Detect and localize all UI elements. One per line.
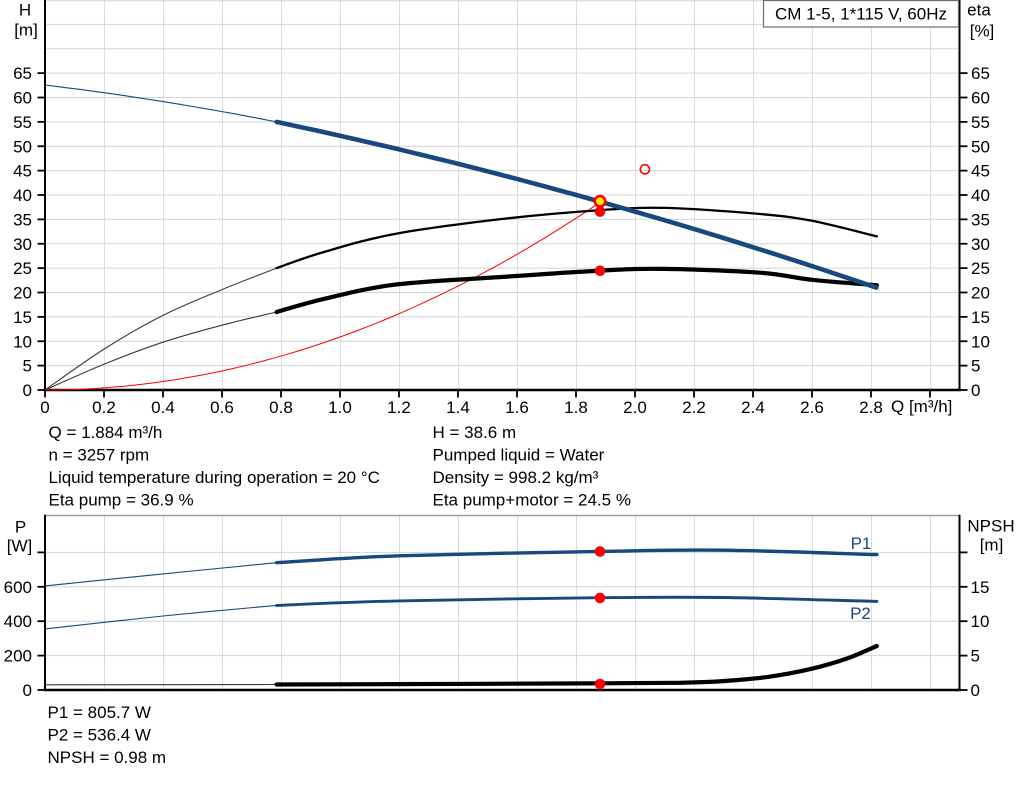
svg-text:30: 30 xyxy=(971,235,990,254)
svg-text:P1 = 805.7 W: P1 = 805.7 W xyxy=(48,703,151,722)
svg-text:2.0: 2.0 xyxy=(623,398,647,417)
svg-text:0: 0 xyxy=(971,381,980,400)
svg-text:45: 45 xyxy=(971,162,990,181)
svg-text:[m]: [m] xyxy=(14,21,38,40)
svg-text:CM 1-5, 1*115 V, 60Hz: CM 1-5, 1*115 V, 60Hz xyxy=(775,5,947,24)
svg-text:1.2: 1.2 xyxy=(387,398,411,417)
svg-text:NPSH: NPSH xyxy=(967,517,1014,536)
svg-text:Q = 1.884 m³/h: Q = 1.884 m³/h xyxy=(49,423,163,442)
svg-text:0.4: 0.4 xyxy=(151,398,175,417)
svg-text:5: 5 xyxy=(971,647,980,666)
svg-text:[%]: [%] xyxy=(970,22,995,41)
svg-text:40: 40 xyxy=(971,186,990,205)
svg-text:2.2: 2.2 xyxy=(682,398,706,417)
svg-text:60: 60 xyxy=(13,89,32,108)
svg-text:600: 600 xyxy=(4,578,32,597)
svg-text:eta: eta xyxy=(967,1,991,20)
svg-text:0: 0 xyxy=(23,381,32,400)
svg-text:15: 15 xyxy=(971,578,990,597)
svg-text:Liquid temperature during oper: Liquid temperature during operation = 20… xyxy=(49,468,380,487)
svg-text:10: 10 xyxy=(13,332,32,351)
svg-text:10: 10 xyxy=(971,612,990,631)
svg-text:[m]: [m] xyxy=(980,536,1004,555)
svg-text:0: 0 xyxy=(971,681,980,700)
svg-text:2.8: 2.8 xyxy=(859,398,883,417)
svg-text:0: 0 xyxy=(23,681,32,700)
svg-text:[W]: [W] xyxy=(7,537,33,556)
svg-text:Eta pump = 36.9 %: Eta pump = 36.9 % xyxy=(49,491,194,510)
svg-text:200: 200 xyxy=(4,647,32,666)
svg-text:0.2: 0.2 xyxy=(92,398,116,417)
svg-text:Density = 998.2 kg/m³: Density = 998.2 kg/m³ xyxy=(433,468,599,487)
svg-text:10: 10 xyxy=(971,332,990,351)
svg-text:65: 65 xyxy=(13,64,32,83)
svg-text:H: H xyxy=(19,1,31,20)
svg-text:1.0: 1.0 xyxy=(328,398,352,417)
svg-text:40: 40 xyxy=(13,186,32,205)
svg-text:H = 38.6 m: H = 38.6 m xyxy=(433,423,517,442)
svg-text:P1: P1 xyxy=(851,534,872,553)
svg-text:2.6: 2.6 xyxy=(800,398,824,417)
svg-text:25: 25 xyxy=(13,259,32,278)
svg-text:400: 400 xyxy=(4,612,32,631)
svg-text:0.6: 0.6 xyxy=(210,398,234,417)
svg-text:NPSH = 0.98 m: NPSH = 0.98 m xyxy=(48,748,167,767)
svg-text:20: 20 xyxy=(971,284,990,303)
svg-text:0.8: 0.8 xyxy=(269,398,293,417)
svg-text:0: 0 xyxy=(40,398,49,417)
svg-text:Q [m³/h]: Q [m³/h] xyxy=(891,397,952,416)
svg-text:30: 30 xyxy=(13,235,32,254)
svg-text:P2 = 536.4 W: P2 = 536.4 W xyxy=(48,726,151,745)
svg-text:1.4: 1.4 xyxy=(446,398,470,417)
svg-text:Pumped liquid = Water: Pumped liquid = Water xyxy=(433,446,605,465)
svg-text:35: 35 xyxy=(13,210,32,229)
svg-text:45: 45 xyxy=(13,162,32,181)
svg-text:65: 65 xyxy=(971,64,990,83)
svg-text:1.6: 1.6 xyxy=(505,398,529,417)
svg-text:2.4: 2.4 xyxy=(741,398,765,417)
svg-text:n = 3257 rpm: n = 3257 rpm xyxy=(49,446,150,465)
svg-text:25: 25 xyxy=(971,259,990,278)
svg-text:Eta pump+motor = 24.5 %: Eta pump+motor = 24.5 % xyxy=(433,491,631,510)
svg-text:55: 55 xyxy=(971,113,990,132)
svg-text:20: 20 xyxy=(13,284,32,303)
svg-text:5: 5 xyxy=(971,357,980,376)
svg-text:35: 35 xyxy=(971,210,990,229)
svg-text:55: 55 xyxy=(13,113,32,132)
svg-text:1.8: 1.8 xyxy=(564,398,588,417)
svg-text:P: P xyxy=(15,518,26,537)
svg-text:P2: P2 xyxy=(850,604,871,623)
svg-text:15: 15 xyxy=(13,308,32,327)
svg-text:5: 5 xyxy=(23,357,32,376)
svg-text:50: 50 xyxy=(13,137,32,156)
svg-text:15: 15 xyxy=(971,308,990,327)
svg-text:60: 60 xyxy=(971,89,990,108)
svg-text:50: 50 xyxy=(971,137,990,156)
